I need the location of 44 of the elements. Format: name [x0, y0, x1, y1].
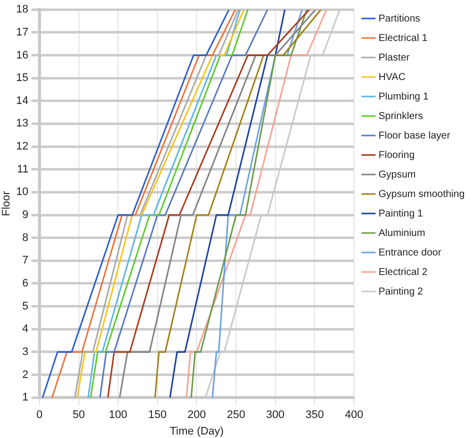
y-tick-label: 1 — [22, 392, 28, 404]
x-tick-label: 50 — [72, 409, 85, 422]
y-tick-label: 2 — [22, 368, 28, 381]
x-axis-title: Time (Day) — [170, 425, 224, 438]
legend-label: Gypsum — [378, 169, 416, 180]
y-tick-label: 10 — [16, 186, 28, 198]
legend-label: Plumbing 1 — [378, 91, 429, 102]
legend-label: Painting 1 — [378, 208, 424, 220]
legend-label: Partitions — [378, 13, 420, 24]
legend-label: Electrical 2 — [378, 266, 428, 278]
y-tick-label: 3 — [22, 346, 28, 358]
legend-label: Plaster — [378, 52, 410, 64]
x-tick-label: 250 — [226, 409, 246, 422]
legend-label: HVAC — [378, 72, 406, 83]
x-tick-label: 0 — [36, 409, 42, 422]
y-tick-label: 11 — [17, 163, 28, 176]
x-tick-label: 350 — [306, 409, 324, 422]
legend-label: Floor base layer — [378, 130, 451, 142]
y-tick-label: 6 — [22, 278, 28, 290]
y-axis-title: Floor — [0, 190, 13, 216]
y-tick-label: 17 — [16, 26, 28, 38]
y-tick-label: 16 — [16, 49, 28, 62]
legend-label: Gypsum smoothing — [378, 188, 465, 200]
legend-label: Painting 2 — [378, 286, 424, 298]
x-tick-label: 100 — [108, 409, 128, 422]
y-tick-label: 7 — [22, 254, 28, 267]
y-tick-label: 14 — [16, 94, 28, 107]
x-tick-label: 300 — [266, 409, 285, 422]
y-tick-label: 8 — [22, 232, 28, 244]
y-tick-label: 15 — [16, 72, 28, 84]
legend-label: Sprinklers — [378, 110, 423, 122]
legend-label: Electrical 1 — [378, 32, 428, 44]
legend-label: Aluminium — [378, 228, 426, 239]
y-tick-label: 4 — [22, 323, 28, 336]
y-tick-label: 13 — [16, 118, 28, 130]
legend-label: Flooring — [378, 150, 415, 161]
legend-label: Entrance door — [378, 247, 442, 258]
y-tick-label: 9 — [22, 209, 28, 222]
y-tick-label: 18 — [16, 4, 28, 16]
x-tick-label: 200 — [188, 409, 206, 422]
y-tick-label: 12 — [16, 140, 28, 153]
y-tick-label: 5 — [22, 300, 28, 312]
x-tick-label: 150 — [148, 409, 167, 422]
x-tick-label: 400 — [344, 409, 364, 422]
